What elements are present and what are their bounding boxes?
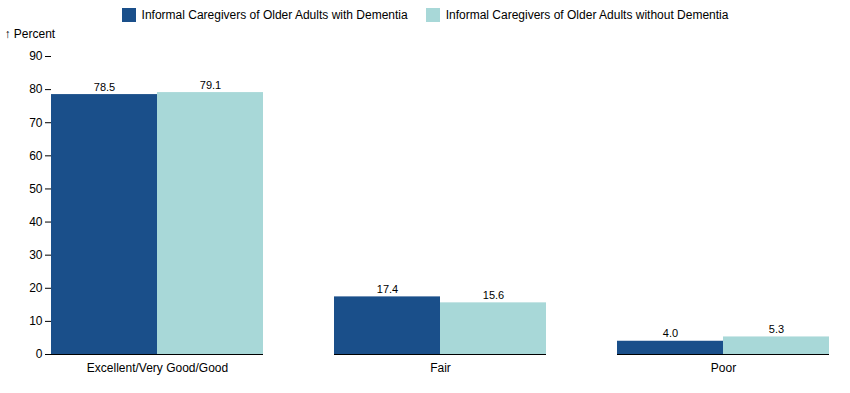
svg-text:17.4: 17.4 [377, 283, 398, 295]
svg-text:90: 90 [29, 49, 43, 63]
svg-text:78.5: 78.5 [94, 81, 115, 93]
html-text:Informal Caregivers of Older A: Informal Caregivers of Older Adults with… [141, 8, 408, 22]
svg-text:15.6: 15.6 [483, 289, 504, 301]
svg-text:Fair: Fair [430, 361, 451, 375]
svg-text:70: 70 [29, 116, 43, 130]
svg-text:50: 50 [29, 182, 43, 196]
svg-text:79.1: 79.1 [200, 79, 221, 91]
svg-text:60: 60 [29, 149, 43, 163]
svg-text:Excellent/Very Good/Good: Excellent/Very Good/Good [87, 361, 228, 375]
html-text:Informal Caregivers of Older A: Informal Caregivers of Older Adults with… [445, 8, 729, 22]
svg-text:10: 10 [29, 314, 43, 328]
svg-text:30: 30 [29, 248, 43, 262]
svg-text:Poor: Poor [711, 361, 736, 375]
svg-text:0: 0 [36, 347, 43, 361]
svg-text:20: 20 [29, 281, 43, 295]
svg-text:4.0: 4.0 [663, 327, 678, 339]
svg-text:↑ Percent: ↑ Percent [5, 27, 56, 41]
svg-text:40: 40 [29, 215, 43, 229]
svg-text:5.3: 5.3 [769, 323, 784, 335]
svg-text:80: 80 [29, 82, 43, 96]
